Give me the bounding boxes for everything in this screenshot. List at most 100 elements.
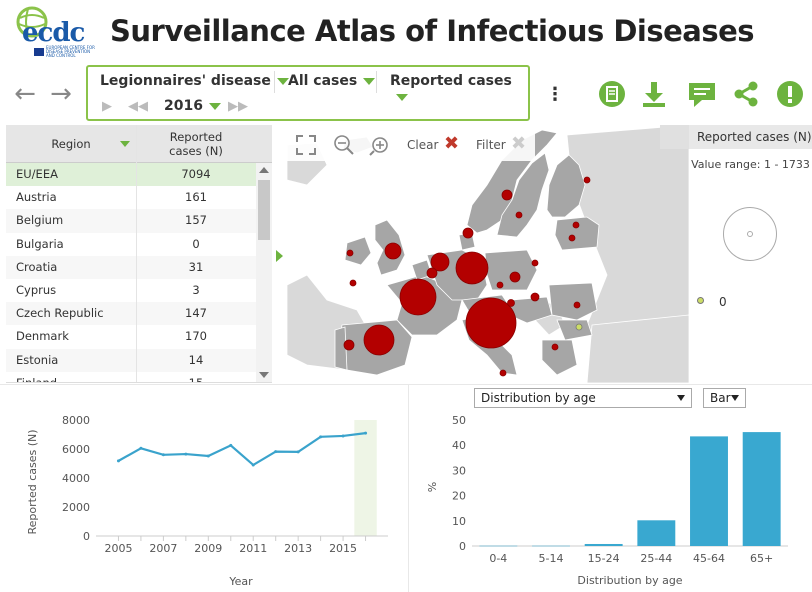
map-greece [541,339,578,376]
scrollbar-thumb[interactable] [258,180,270,240]
bubble-italy[interactable] [465,297,517,349]
bubble-sweden[interactable] [501,189,513,201]
forward-arrow-icon[interactable]: → [50,79,72,109]
bubble-denmark[interactable] [462,227,474,239]
y-tick-label: 50 [452,414,466,427]
bubble-hungary[interactable] [530,292,540,302]
bubble-finland[interactable] [583,176,591,184]
play-icon[interactable]: ▶ [102,99,112,114]
indicator-dropdown[interactable]: Reported cases [390,73,528,105]
collapse-panel-icon[interactable] [276,250,283,262]
bubble-austria[interactable] [507,299,515,307]
bubble-slovakia[interactable] [496,281,504,289]
zoom-in-icon[interactable] [369,134,391,156]
bar-15-24 [584,543,623,546]
clear-x-icon[interactable]: ✖ [444,133,460,154]
expand-legend-icon[interactable] [660,125,689,149]
table-row[interactable]: Bulgaria 0 [6,233,256,256]
table-row[interactable]: EU/EEA 7094 [6,163,256,187]
bubble-estonia[interactable] [572,221,580,229]
bubble-uk[interactable] [384,242,402,260]
data-point [341,434,345,438]
table-row[interactable]: Belgium 157 [6,209,256,233]
row-value: 170 [185,329,207,344]
fullscreen-icon[interactable] [295,134,317,156]
table-row[interactable]: Croatia 31 [6,255,256,279]
bubble-portugal[interactable] [343,339,355,351]
age-bar-chart[interactable]: 0 10 20 30 40 50 0-4 5-14 15-24 25-44 45-64 65+ Dist… [410,386,812,592]
share-icon[interactable] [732,80,760,108]
zoom-out-icon[interactable] [333,134,355,156]
x-tick-label: 15-24 [588,552,620,565]
bubble-bulgaria[interactable] [575,323,583,331]
previous-year-icon[interactable]: ◀◀ [128,99,148,114]
filter-x-icon[interactable]: ✖ [511,133,527,154]
map-portugal [334,326,348,371]
horizontal-divider [0,384,812,385]
x-tick-label: 5-14 [539,552,564,565]
data-point [161,453,165,457]
table-row[interactable]: Estonia 14 [6,348,256,372]
bubble-france[interactable] [399,278,437,316]
column-header-value[interactable]: Reported cases (N) [136,125,256,163]
table-row[interactable]: Finland 15 [6,372,256,382]
legend-range: Value range: 1 - 1733 [691,158,810,171]
chart-type-select[interactable]: Bar [703,388,746,408]
table-row[interactable]: Austria 161 [6,186,256,209]
download-icon[interactable] [640,80,668,108]
clear-label[interactable]: Clear [407,138,439,152]
bubble-romania[interactable] [573,301,581,309]
bubble-ireland[interactable] [346,249,354,257]
bubble-baltics[interactable] [568,234,576,242]
table-row[interactable]: Czech Republic 147 [6,302,256,326]
europe-map[interactable] [287,125,689,383]
table-row[interactable]: Cyprus 3 [6,279,256,302]
row-value: 14 [188,352,204,367]
bubble-norway[interactable] [515,211,523,219]
bubble-spain[interactable] [363,324,395,356]
comment-icon[interactable] [688,80,716,108]
scroll-down-icon[interactable] [259,372,269,378]
y-tick-label: 2000 [62,501,90,514]
y-tick-label: 8000 [62,414,90,427]
bubble-czechia[interactable] [509,271,521,283]
row-region: Bulgaria [16,236,64,251]
bubble-netherlands[interactable] [430,252,450,272]
bubble-belgium[interactable] [426,267,438,279]
alert-icon[interactable] [776,80,804,108]
bubble-greece[interactable] [551,343,559,351]
row-value: 161 [185,190,207,205]
more-options-icon[interactable]: ⋮ [546,84,564,105]
row-value: 157 [185,213,207,228]
scroll-up-icon[interactable] [259,167,269,173]
ecdc-logo[interactable]: ecdc EUROPEAN CENTRE FOR DISEASE PREVENT… [6,2,95,58]
bubble-malta[interactable] [499,369,507,377]
chevron-down-icon [677,395,685,401]
table-row[interactable]: Denmark 170 [6,325,256,348]
population-dropdown[interactable]: All cases [288,73,376,89]
distribution-select[interactable]: Distribution by age [474,388,692,408]
bubble-luxembourg[interactable] [349,279,357,287]
line-chart-svg: 0 2000 4000 6000 8000 2005 2007 2009 2011 2013 201… [26,414,388,588]
sort-caret-icon[interactable] [120,141,130,147]
bubble-poland[interactable] [531,259,539,267]
trend-line-chart[interactable]: 0 2000 4000 6000 8000 2005 2007 2009 2011 2013 201… [0,386,406,592]
legend-title: Reported cases (N) [689,125,812,149]
book-icon[interactable] [598,80,626,108]
next-year-icon[interactable]: ▶▶ [228,99,248,114]
year-dropdown[interactable]: 2016 [164,98,221,114]
filter-label[interactable]: Filter [476,138,506,152]
divider [376,71,377,93]
column-header-region[interactable]: Region [6,125,136,163]
x-axis-label: Year [228,575,253,588]
y-tick-label: 6000 [62,443,90,456]
back-arrow-icon[interactable]: ← [14,79,36,109]
map-finland [546,154,586,218]
data-point [139,446,143,450]
bar-25-44 [637,520,676,546]
distribution-select-label: Distribution by age [481,391,596,405]
disease-dropdown[interactable]: Legionnaires' disease [100,73,289,89]
map-bulgaria [556,319,593,341]
bubble-germany[interactable] [455,251,489,285]
column-value-label: Reported cases (N) [169,130,223,158]
